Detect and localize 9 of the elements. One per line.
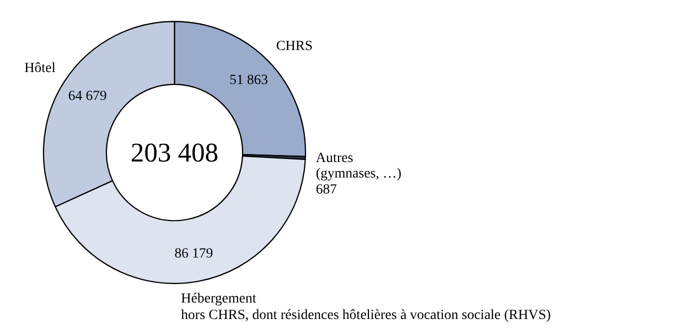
text: 203 408 — [130, 138, 218, 168]
slice-label: CHRS — [276, 39, 313, 54]
slice-label: Autres (gymnases, …) — [316, 150, 402, 182]
slice-label: Hébergement hors CHRS, dont résidences hôtelières à vocation sociale (RHVS) — [181, 291, 552, 323]
slice-label: Hôtel — [24, 60, 56, 76]
data-label: 86 179 — [174, 246, 214, 262]
data-label: 51 863 — [230, 72, 268, 88]
data-label: 64 679 — [68, 88, 107, 104]
data-label: 687 — [316, 182, 337, 198]
